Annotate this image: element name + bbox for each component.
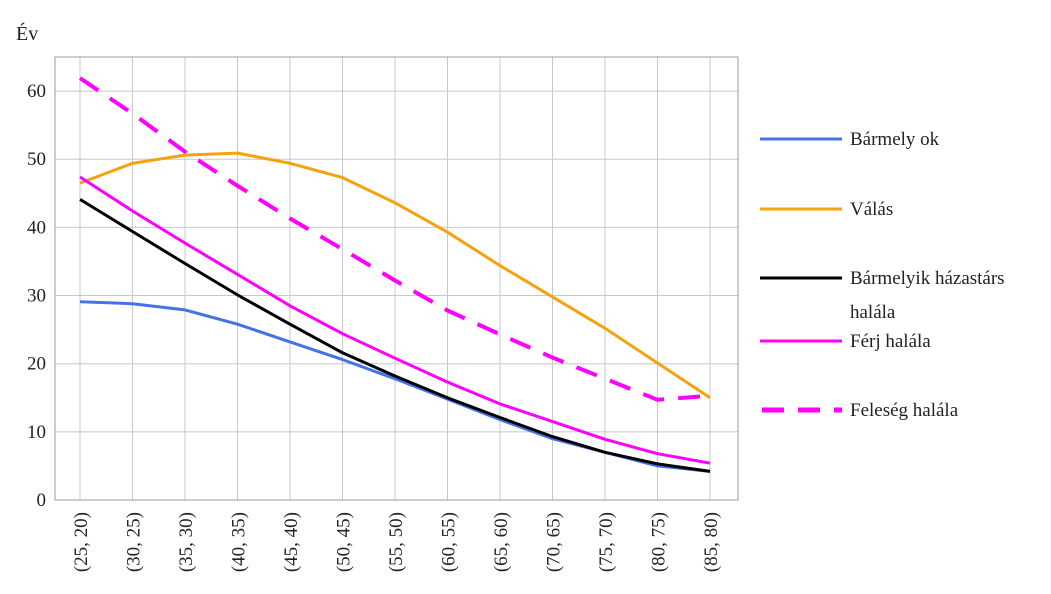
y-tick-label: 10 — [27, 422, 46, 443]
x-tick-label: (85, 80) — [701, 512, 722, 572]
y-tick-label: 30 — [27, 286, 46, 307]
legend-label: halála — [850, 302, 896, 323]
legend-label: Bármely ok — [850, 129, 940, 150]
x-tick-label: (45, 40) — [281, 512, 302, 572]
y-tick-label: 50 — [27, 149, 46, 170]
y-tick-label: 60 — [27, 81, 46, 102]
x-tick-label: (55, 50) — [386, 512, 407, 572]
y-tick-labels: 0 10 20 30 40 50 60 — [27, 81, 46, 511]
x-tick-label: (60, 55) — [439, 512, 460, 572]
x-tick-label: (40, 35) — [229, 512, 250, 572]
series-line-5 — [78, 76, 711, 402]
x-tick-label: (30, 25) — [124, 512, 145, 572]
x-tick-label: (50, 45) — [334, 512, 355, 572]
plot-area-frame — [54, 56, 739, 501]
x-tick-label: (70, 65) — [544, 512, 565, 572]
series-line-2 — [79, 151, 711, 400]
x-tick-label: (25, 20) — [71, 512, 92, 572]
x-tick-labels: (25, 20) (30, 25) (35, 30) (40, 35) (45, 40)… — [71, 512, 722, 572]
x-tick-label: (35, 30) — [176, 512, 197, 572]
legend-label: Válás — [850, 199, 893, 220]
legend-label: Feleség halála — [850, 400, 959, 421]
series-line-3 — [79, 198, 711, 473]
legend-label: Férj halála — [850, 331, 931, 352]
y-tick-label: 0 — [37, 490, 47, 511]
series-line-4 — [79, 175, 711, 465]
gridlines — [55, 57, 738, 500]
y-tick-label: 40 — [27, 217, 46, 238]
legend: Bármely ok Válás Bármelyik házastárs halála… — [760, 129, 1005, 421]
y-tick-label: 20 — [27, 354, 46, 375]
x-tick-label: (75, 70) — [596, 512, 617, 572]
legend-label: Bármelyik házastárs — [850, 268, 1005, 289]
series-lines — [78, 76, 711, 473]
y-axis-label: Év — [16, 22, 38, 45]
x-tick-label: (80, 75) — [649, 512, 670, 572]
x-tick-label: (65, 60) — [491, 512, 512, 572]
